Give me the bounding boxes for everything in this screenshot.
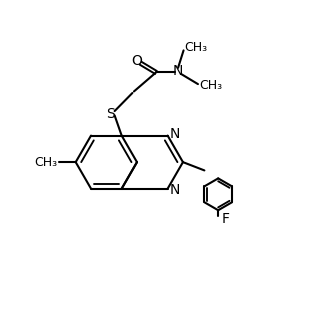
Text: S: S bbox=[107, 106, 115, 120]
Text: O: O bbox=[131, 54, 142, 68]
Text: CH₃: CH₃ bbox=[184, 41, 207, 55]
Text: F: F bbox=[222, 212, 230, 226]
Text: CH₃: CH₃ bbox=[200, 79, 223, 92]
Text: N: N bbox=[170, 183, 180, 197]
Text: N: N bbox=[170, 127, 180, 141]
Text: N: N bbox=[173, 64, 183, 78]
Text: CH₃: CH₃ bbox=[34, 156, 57, 168]
